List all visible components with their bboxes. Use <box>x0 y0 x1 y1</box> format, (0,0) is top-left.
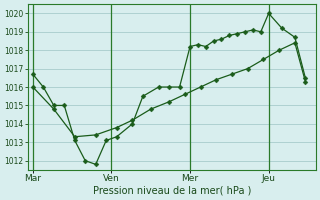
X-axis label: Pression niveau de la mer( hPa ): Pression niveau de la mer( hPa ) <box>92 186 251 196</box>
